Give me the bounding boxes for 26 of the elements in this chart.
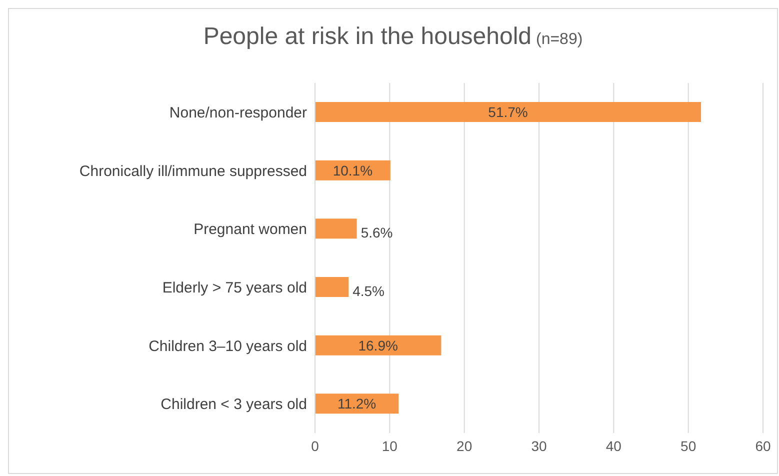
data-label: 16.9%	[358, 337, 398, 354]
bar	[315, 102, 702, 122]
y-tick-label: Chronically ill/immune suppressed	[79, 162, 307, 180]
x-tick-label: 40	[606, 438, 622, 454]
x-tick-label: 60	[755, 438, 771, 454]
x-tick-label: 20	[456, 438, 472, 454]
bar	[315, 277, 349, 297]
data-label: 51.7%	[488, 104, 528, 120]
bar	[315, 335, 442, 356]
data-label: 10.1%	[332, 162, 373, 178]
y-tick-label: Children < 3 years old	[160, 396, 307, 414]
x-tick-label: 0	[311, 438, 320, 454]
x-tick-label: 30	[531, 438, 547, 454]
data-label: 4.5%	[352, 283, 385, 299]
data-label: 11.2%	[337, 396, 376, 412]
bar	[315, 394, 399, 414]
chart-subtitle: (n=89)	[534, 31, 583, 48]
data-label: 5.6%	[360, 224, 393, 241]
x-tick-label: 10	[382, 438, 398, 454]
y-tick-label: None/non-responder	[169, 104, 308, 122]
y-tick-label: Pregnant women	[194, 221, 307, 238]
bar	[315, 218, 357, 239]
y-tick-label: Elderly > 75 years old	[162, 279, 307, 296]
x-tick-label: 50	[680, 438, 696, 454]
chart-title: People at risk in the household	[203, 23, 532, 50]
y-tick-label: Children 3–10 years old	[148, 338, 307, 355]
